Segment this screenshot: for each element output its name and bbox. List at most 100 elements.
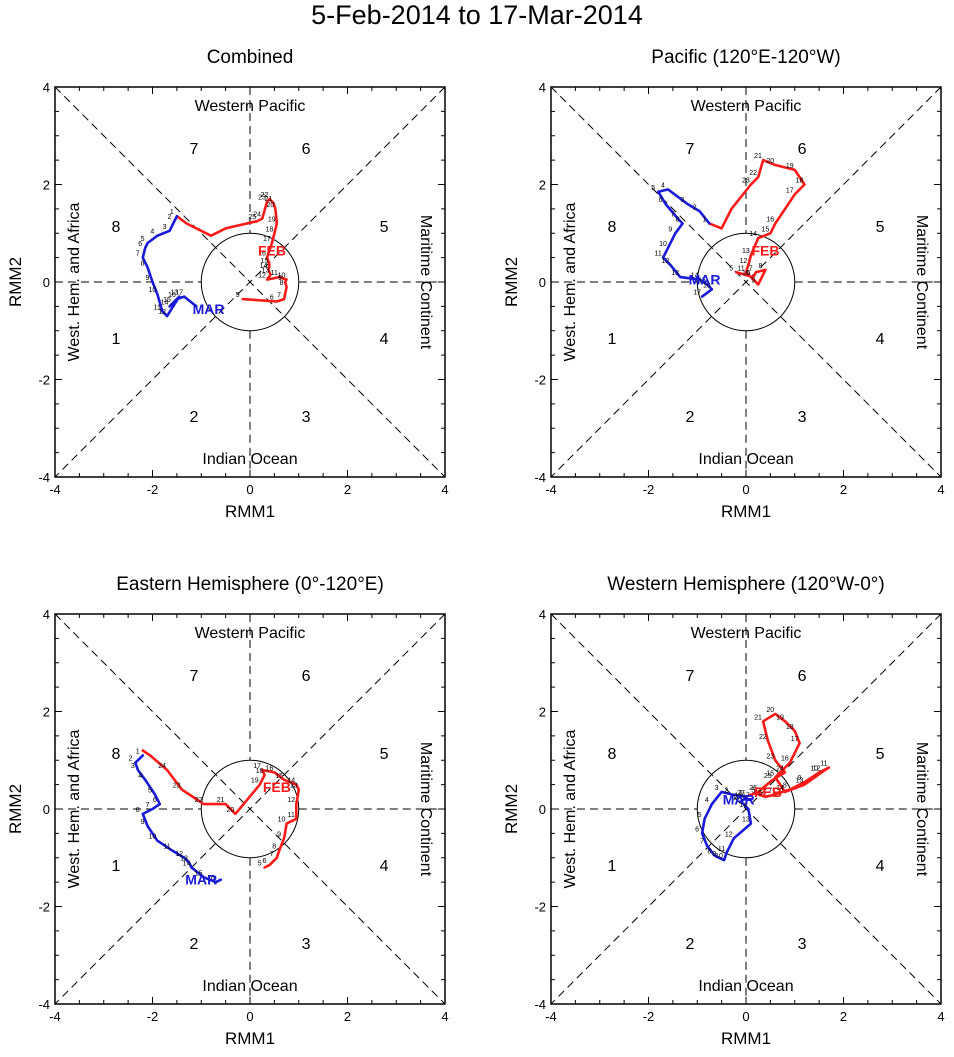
phase-number-1: 1: [607, 331, 616, 348]
day-label: 6: [138, 241, 142, 248]
day-label: 14: [287, 778, 295, 785]
y-tick-label: 2: [43, 178, 50, 193]
day-label: 22: [759, 734, 767, 741]
day-label: 9: [141, 819, 145, 826]
unit-circle: [696, 759, 796, 859]
day-label: 12: [158, 309, 166, 316]
day-label: 17: [791, 736, 799, 743]
day-label: 12: [725, 831, 733, 838]
day-label: 27: [737, 790, 745, 797]
day-label: 18: [256, 768, 264, 775]
trajectory-mar: [134, 754, 223, 884]
y-tick-label: -4: [38, 997, 50, 1012]
day-label: 10: [715, 853, 723, 860]
x-tick-label: -2: [147, 1009, 159, 1024]
day-label: 5: [751, 787, 755, 794]
region-label-top: Western Pacific: [691, 625, 802, 642]
day-label: 6: [695, 826, 699, 833]
day-label: 4: [138, 773, 142, 780]
y-tick-label: -4: [534, 470, 546, 485]
day-label: 11: [654, 251, 661, 258]
y-tick-label: 2: [43, 705, 50, 720]
day-label: 6: [153, 797, 157, 804]
x-tick-label: -4: [49, 482, 61, 497]
day-label: 10: [278, 817, 286, 824]
day-label: 9: [668, 226, 672, 233]
day-label: 10: [659, 241, 667, 248]
day-label: 9: [798, 775, 802, 782]
day-label: 12: [740, 258, 748, 265]
month-label-mar: MAR: [689, 272, 721, 288]
day-label: 23: [258, 195, 266, 202]
day-label: 22: [749, 170, 757, 177]
diagonal-line: [550, 86, 942, 478]
day-label: 9: [277, 831, 281, 838]
region-label-bottom: Indian Ocean: [698, 978, 793, 995]
day-label: 6: [759, 790, 763, 797]
phase-number-4: 4: [380, 331, 389, 348]
day-label: 8: [759, 263, 763, 270]
phase-number-6: 6: [302, 141, 311, 158]
region-label-bottom: Indian Ocean: [202, 451, 297, 468]
day-label: 13: [262, 268, 270, 275]
day-label: 3: [681, 197, 685, 204]
day-label: 16: [781, 756, 789, 763]
region-label-right: Maritime Continent: [913, 215, 930, 350]
phase-number-8: 8: [111, 746, 120, 763]
phase-number-3: 3: [798, 409, 807, 426]
y-tick-label: -2: [534, 373, 546, 388]
phase-number-5: 5: [380, 746, 389, 763]
day-label: 19: [776, 714, 784, 721]
y-tick-label: 0: [539, 275, 546, 290]
day-label: 16: [703, 282, 711, 289]
day-label: 24: [776, 765, 784, 772]
day-label: 2: [724, 787, 728, 794]
y-tick-label: 2: [539, 705, 546, 720]
day-label: 11: [737, 265, 744, 272]
month-label-feb: FEB: [754, 784, 782, 800]
x-axis-label: RMM1: [225, 502, 275, 521]
day-label: 16: [258, 251, 266, 258]
day-label: 20: [266, 202, 274, 209]
day-label: 3: [163, 224, 167, 231]
day-label: 5: [236, 292, 240, 299]
day-label: 14: [740, 802, 748, 809]
day-label: 7: [277, 292, 281, 299]
trajectory-feb: [708, 158, 806, 286]
day-label: 18: [265, 226, 273, 233]
day-label: 11: [154, 304, 161, 311]
day-label: 21: [754, 714, 762, 721]
diagonal-line: [550, 613, 942, 1005]
day-label: 14: [183, 861, 191, 868]
day-label: 21: [217, 797, 225, 804]
day-label: 15: [195, 870, 203, 877]
x-tick-label: 0: [742, 482, 749, 497]
phase-number-3: 3: [302, 936, 311, 953]
day-label: 17: [786, 187, 794, 194]
day-label: 24: [158, 763, 166, 770]
day-label: 14: [260, 263, 268, 270]
day-label: 15: [261, 258, 269, 265]
y-axis-label: RMM2: [502, 784, 521, 834]
day-label: 10: [810, 765, 818, 772]
day-label: 11: [271, 270, 278, 277]
x-tick-label: -2: [147, 482, 159, 497]
day-label: 5: [698, 812, 702, 819]
day-label: 7: [671, 212, 675, 219]
y-tick-label: 4: [43, 607, 50, 622]
phase-number-7: 7: [189, 668, 198, 685]
x-tick-label: -4: [545, 482, 557, 497]
x-axis-label: RMM1: [225, 1029, 275, 1048]
day-label: 3: [715, 785, 719, 792]
day-label: 13: [671, 270, 679, 277]
month-label-mar: MAR: [193, 301, 225, 317]
diagonal-line: [54, 613, 446, 1005]
day-label: 7: [270, 851, 274, 858]
day-label: 2: [693, 204, 697, 211]
y-tick-label: 4: [43, 80, 50, 95]
phase-number-1: 1: [607, 858, 616, 875]
unit-circle: [200, 232, 300, 332]
y-tick-label: -4: [38, 470, 50, 485]
panel-title: Pacific (120°E-120°W): [651, 47, 840, 68]
phase-number-3: 3: [302, 409, 311, 426]
